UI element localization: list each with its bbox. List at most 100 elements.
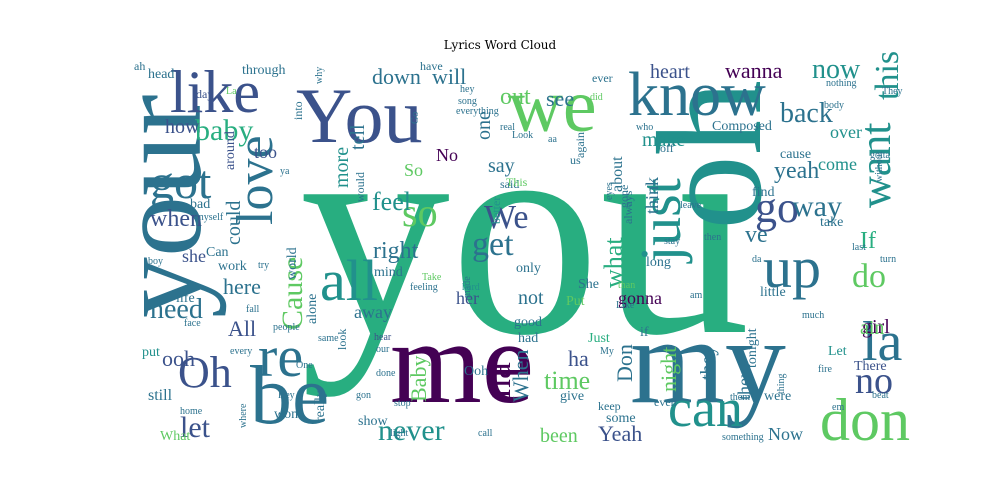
word-go-19: go [755, 183, 799, 232]
word-ain-66: ain [860, 317, 884, 339]
word-aa-195: aa [548, 134, 557, 145]
word-night-48: night [656, 347, 681, 392]
word-be-8: be [250, 349, 329, 442]
word-mind-93: mind [374, 265, 403, 280]
word-take-152: Take [422, 272, 442, 283]
word-look-132: look [335, 329, 349, 350]
word-last-142: last [852, 242, 866, 253]
word-feel-43: feel [372, 187, 411, 216]
word-em-190: em [832, 402, 844, 413]
word-bad-114: bad [190, 197, 210, 212]
word-composed-115: Composed [712, 119, 772, 134]
word-much-162: much [802, 310, 824, 321]
word-baby-26: baby [195, 114, 253, 147]
word-eyes-180: eyes [604, 182, 615, 200]
word-long-94: long [646, 255, 671, 270]
word-show-86: show [358, 414, 388, 429]
word-hard-153: hard [462, 282, 480, 293]
word-ooh-119: Ooh [464, 364, 488, 379]
word-so-81: So [404, 160, 423, 180]
word-some-96: some [606, 411, 636, 426]
word-why-192: why [314, 67, 325, 84]
word-boy-182: boy [148, 256, 163, 267]
word-how-58: how [165, 116, 200, 138]
word-day-136: day [196, 87, 213, 101]
word-face-169: face [184, 318, 201, 329]
word-what-104: What [160, 429, 190, 444]
word-gotta-157: gotta [870, 150, 891, 161]
word-every-167: every [230, 346, 252, 357]
word-been-54: been [540, 425, 578, 447]
word-your-4: your [92, 94, 227, 318]
word-little-91: little [760, 285, 786, 300]
word-like-9: like [170, 59, 260, 125]
word-na-29: na [477, 362, 519, 398]
word-stay-139: stay [664, 236, 680, 247]
word-so-22: so [402, 190, 438, 235]
word-know-6: know [628, 61, 766, 129]
word-all-69: All [228, 316, 256, 341]
word-her-76: her [456, 288, 479, 308]
word-into-133: into [291, 101, 305, 120]
word-look-179: Look [512, 130, 533, 141]
word-did-177: did [590, 92, 603, 103]
word-nothing-160: nothing [826, 78, 857, 89]
word-hey-174: Hey [278, 390, 295, 401]
word-la-194: La [226, 86, 237, 97]
word-one-183: One [296, 360, 313, 371]
word-take-85: take [820, 215, 843, 230]
word-here-59: here [223, 274, 261, 299]
word-done-146: done [376, 368, 396, 379]
word-off-129: off [660, 141, 674, 155]
word-over-83: over [830, 122, 862, 142]
word-can-118: Can [206, 245, 229, 260]
word-if-102: if [640, 325, 649, 340]
word-me-1: me [390, 297, 534, 428]
word-got-18: got [150, 156, 212, 209]
word-body-159: body [824, 100, 844, 111]
word-let-32: let [180, 411, 211, 444]
word-see-53: see [546, 86, 574, 111]
word-need-40: need [150, 294, 203, 325]
word-then-187: then [704, 232, 721, 243]
word-still-79: still [148, 387, 173, 404]
word-keep-123: keep [598, 399, 621, 413]
word-life-87: life [176, 291, 195, 306]
word-hear-144: hear [374, 332, 392, 343]
word-she-109: She [578, 277, 599, 292]
word-when-41: When [508, 349, 533, 402]
word-just-12: just [628, 178, 693, 264]
word-gonna-72: gonna [618, 288, 662, 308]
word-fire-141: fire [818, 364, 832, 375]
word-time-33: time [544, 366, 590, 395]
word-everything-173: everything [456, 106, 499, 117]
word-she-70: she [182, 246, 206, 266]
word-now-35: now [812, 54, 861, 85]
word-hey-175: hey [460, 84, 474, 95]
word-would-131: would [353, 172, 367, 202]
word-even-124: even [654, 395, 677, 409]
word-were-97: were [764, 389, 791, 404]
word-put-105: Put [566, 294, 585, 309]
word-my-2: my [630, 294, 786, 429]
word-one-67: one [473, 111, 495, 140]
word-they-161: They [882, 86, 903, 97]
word-gon-185: gon [356, 390, 371, 401]
word-said-125: said [500, 177, 519, 191]
word-home-170: home [180, 406, 203, 417]
word-yeah-49: yeah [774, 158, 819, 184]
word-not-71: not [518, 287, 544, 309]
word-don-61: Don [612, 344, 637, 382]
word-right-42: right [373, 238, 419, 264]
word-this-128: This [506, 175, 528, 189]
word-get-30: get [472, 226, 514, 263]
word-can-17: can [668, 378, 743, 438]
word-yeah-47: Yeah [598, 421, 642, 446]
word-around-107: around [223, 131, 238, 170]
word-find-116: find [752, 185, 775, 200]
word-out-39: out [500, 84, 531, 110]
word-ah-137: ah [134, 59, 145, 73]
word-love-10: love [227, 135, 284, 225]
word-say-52: say [488, 155, 515, 177]
word-tell-65: tell [347, 124, 369, 150]
